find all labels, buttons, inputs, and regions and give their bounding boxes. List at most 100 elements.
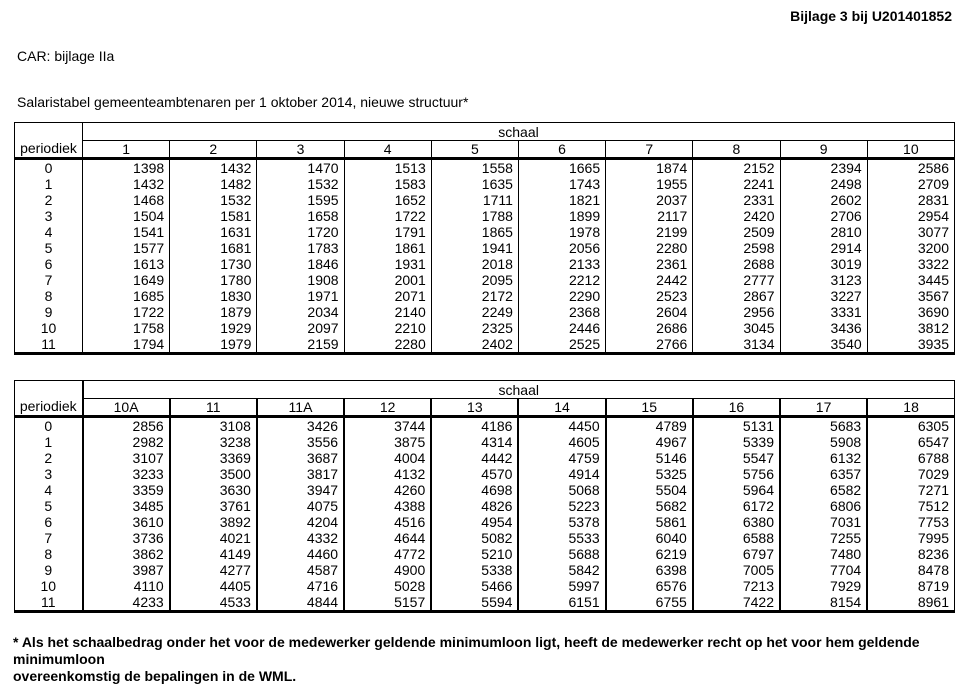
salary-cell: 2172 (430, 288, 519, 304)
salary-cell: 6755 (604, 594, 693, 612)
salary-cell: 1558 (430, 158, 519, 176)
salary-cell: 1846 (256, 256, 345, 272)
table-row: 10 1758 1929 2097 2210 2325 2446 2686 3045 3436 38… (14, 320, 955, 336)
salary-cell: 4233 (81, 594, 170, 612)
salary-cell: 4132 (343, 466, 432, 482)
salary-cell: 5146 (604, 450, 693, 466)
salary-cell: 2867 (692, 288, 780, 304)
salary-cell: 4533 (168, 594, 257, 612)
salary-cell: 1635 (430, 176, 519, 192)
salary-cell: 2688 (692, 256, 780, 272)
salary-cell: 3045 (692, 320, 780, 336)
table-column-header-row: 10A 11 11A 12 13 14 15 16 17 18 (15, 398, 955, 418)
salary-cell: 2525 (517, 336, 606, 354)
salary-cell: 1470 (256, 158, 345, 176)
column-header-11: 11 (168, 398, 257, 418)
salary-cell: 1652 (343, 192, 432, 208)
salary-cell: 7255 (778, 530, 868, 546)
table-row: 6 1613 1730 1846 1931 2018 2133 2361 2688 3019 332… (14, 256, 955, 272)
salary-cell: 2368 (517, 304, 606, 320)
periodiek-cell: 0 (14, 416, 84, 434)
salary-cell: 6788 (866, 450, 955, 466)
salary-cell: 4277 (168, 562, 257, 578)
salary-cell: 5325 (604, 466, 693, 482)
salary-cell: 4826 (430, 498, 519, 514)
salary-cell: 2446 (517, 320, 606, 336)
salary-cell: 2280 (343, 336, 432, 354)
salary-cell: 3862 (81, 546, 170, 562)
salary-cell: 3436 (779, 320, 868, 336)
salary-cell: 2856 (81, 416, 170, 434)
salary-cell: 5908 (778, 434, 868, 450)
salary-cell: 5964 (691, 482, 780, 498)
salary-cell: 4405 (168, 578, 257, 594)
salary-cell: 7271 (866, 482, 955, 498)
salary-cell: 4570 (430, 466, 519, 482)
salary-cell: 2914 (779, 240, 868, 256)
column-header-4: 4 (343, 140, 432, 160)
salary-cell: 5157 (343, 594, 432, 612)
salary-cell: 1532 (169, 192, 257, 208)
salary-cell: 1468 (81, 192, 170, 208)
periodiek-cell: 9 (14, 562, 84, 578)
periodiek-cell: 10 (14, 578, 84, 594)
salary-cell: 2037 (605, 192, 693, 208)
salary-cell: 2956 (692, 304, 780, 320)
salary-cell: 5997 (517, 578, 606, 594)
salary-cell: 7029 (866, 466, 955, 482)
salary-cell: 3123 (779, 272, 868, 288)
salary-cell: 3817 (255, 466, 345, 482)
salary-cell: 8719 (866, 578, 955, 594)
salary-cell: 1541 (81, 224, 170, 240)
salary-cell: 7480 (778, 546, 868, 562)
salary-cell: 3445 (866, 272, 955, 288)
salary-cell: 4442 (430, 450, 519, 466)
table-row: 0 1398 1432 1470 1513 1558 1665 1874 2152 2394 258… (14, 158, 955, 176)
salary-cell: 6806 (778, 498, 868, 514)
salary-cell: 2210 (343, 320, 432, 336)
column-header-18: 18 (866, 398, 955, 418)
salary-cell: 5082 (430, 530, 519, 546)
column-header-9: 9 (779, 140, 868, 160)
salary-cell: 5028 (343, 578, 432, 594)
salary-cell: 2709 (866, 176, 955, 192)
salary-cell: 1978 (517, 224, 606, 240)
salary-cell: 1830 (169, 288, 257, 304)
salary-cell: 1583 (343, 176, 432, 192)
column-header-3: 3 (256, 140, 345, 160)
salary-cell: 2777 (692, 272, 780, 288)
salary-cell: 1971 (256, 288, 345, 304)
salary-cell: 2602 (779, 192, 868, 208)
salary-cell: 4605 (517, 434, 606, 450)
column-header-8: 8 (692, 140, 780, 160)
salary-cell: 4204 (255, 514, 345, 530)
salary-cell: 4900 (343, 562, 432, 578)
column-header-14: 14 (517, 398, 606, 418)
salary-cell: 2325 (430, 320, 519, 336)
salary-cell: 3369 (168, 450, 257, 466)
salary-cell: 1955 (605, 176, 693, 192)
salary-cell: 4772 (343, 546, 432, 562)
column-header-13: 13 (430, 398, 519, 418)
table-row: 8 1685 1830 1971 2071 2172 2290 2523 2867 3227 356… (14, 288, 955, 304)
table-group-header-row: periodiek schaal (14, 380, 955, 418)
salary-cell: 6582 (778, 482, 868, 498)
salary-cell: 2706 (779, 208, 868, 224)
salary-cell: 3690 (866, 304, 955, 320)
salary-cell: 2810 (779, 224, 868, 240)
salary-cell: 3500 (168, 466, 257, 482)
periodiek-cell: 9 (14, 304, 83, 320)
salary-cell: 7929 (778, 578, 868, 594)
salary-cell: 4698 (430, 482, 519, 498)
salary-cell: 1711 (430, 192, 519, 208)
salary-cell: 1821 (517, 192, 606, 208)
column-header-10: 10 (866, 140, 955, 160)
salary-cell: 7995 (866, 530, 955, 546)
salary-cell: 6305 (866, 416, 955, 434)
periodiek-cell: 5 (14, 498, 84, 514)
salary-cell: 3567 (866, 288, 955, 304)
periodiek-cell: 8 (14, 546, 84, 562)
salary-cell: 2212 (517, 272, 606, 288)
salary-cell: 6576 (604, 578, 693, 594)
table-row: 4 1541 1631 1720 1791 1865 1978 2199 2509 2810 307… (14, 224, 955, 240)
